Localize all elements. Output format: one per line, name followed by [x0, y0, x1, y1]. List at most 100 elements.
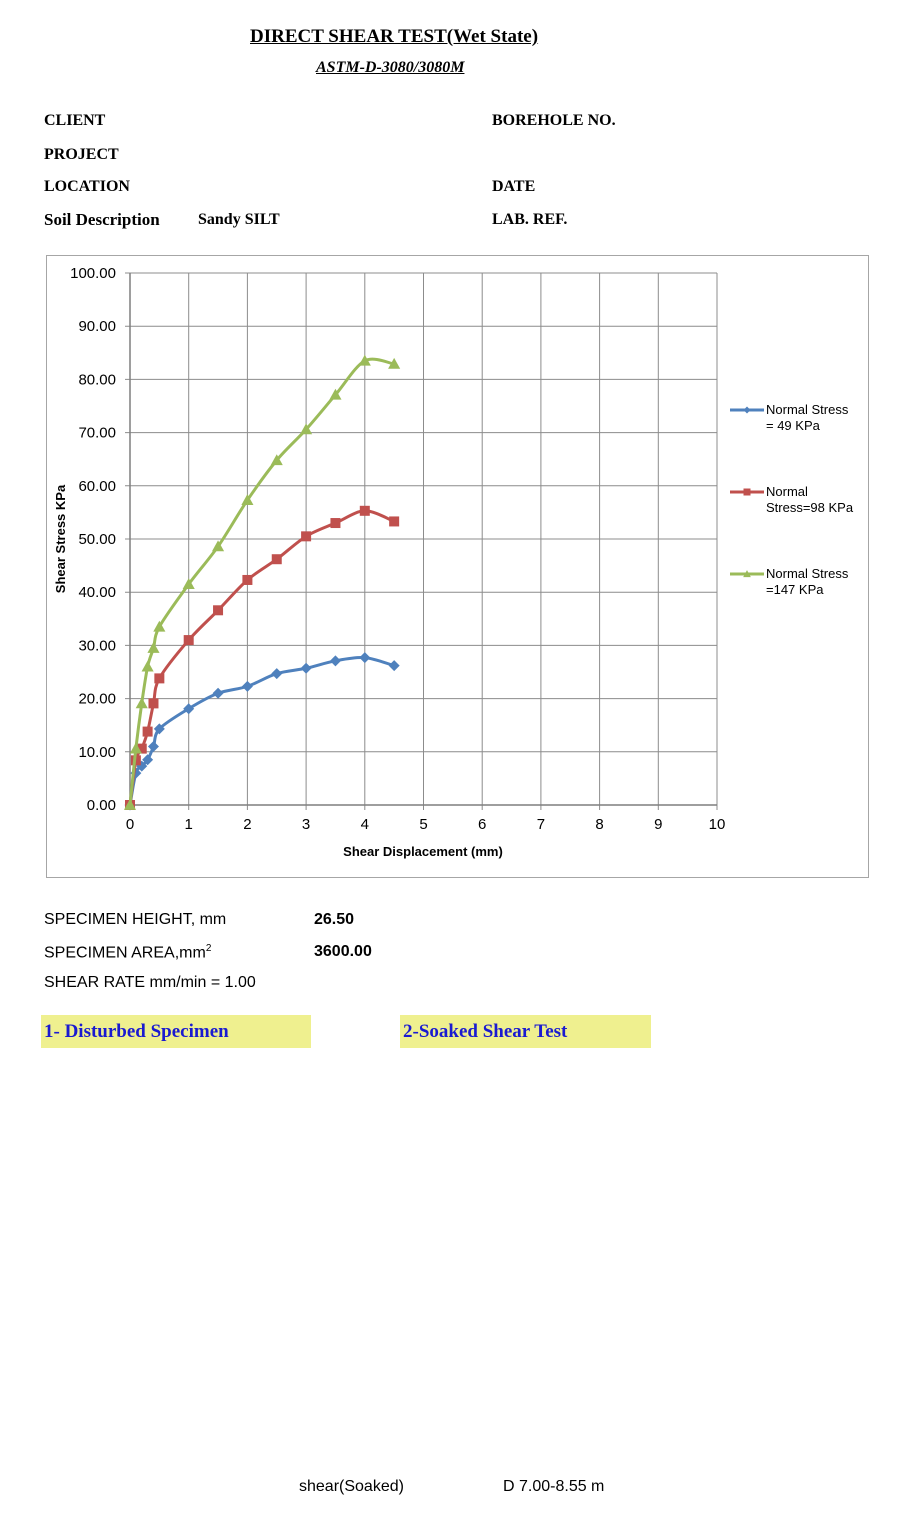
data-point	[301, 531, 312, 542]
data-point	[153, 620, 166, 632]
y-tick-label: 0.00	[87, 797, 116, 814]
y-tick-label: 40.00	[78, 584, 116, 601]
specimen-area-value: 3600.00	[314, 943, 372, 960]
data-point	[129, 742, 142, 754]
legend-label: Normal Stress	[766, 566, 849, 581]
data-point	[148, 698, 159, 709]
specimen-area-label-text: SPECIMEN AREA,mm	[44, 944, 206, 962]
x-axis-label: Shear Displacement (mm)	[343, 844, 503, 859]
data-point	[135, 697, 148, 709]
x-tick-label: 10	[709, 816, 726, 833]
page-title: DIRECT SHEAR TEST(Wet State)	[250, 26, 539, 47]
data-point	[123, 798, 137, 810]
y-tick-label: 100.00	[70, 265, 116, 282]
tick-labels: 0 1 2 3 4 5 6 7 8 9 100.0010.0020.0030.0040.0050.0…	[70, 265, 725, 833]
y-tick-label: 80.00	[78, 371, 116, 388]
data-point	[300, 423, 313, 435]
legend-label: Stress=98 KPa	[766, 500, 854, 515]
data-point	[182, 578, 195, 590]
data-point	[359, 652, 371, 664]
data-point	[183, 703, 195, 715]
data-point	[136, 743, 147, 754]
x-tick-label: 4	[361, 816, 369, 833]
data-point	[388, 357, 401, 369]
data-point	[212, 540, 225, 552]
legend-swatch-marker	[743, 570, 751, 578]
x-tick-label: 8	[595, 816, 603, 833]
legend-swatch-marker	[743, 488, 751, 496]
data-point	[183, 635, 194, 646]
specimen-height-value: 26.50	[314, 911, 355, 928]
series-3	[123, 354, 401, 810]
series-line	[128, 655, 395, 806]
x-tick-label: 9	[654, 816, 662, 833]
x-tick-label: 2	[243, 816, 251, 833]
data-point	[241, 494, 254, 506]
data-point	[242, 574, 253, 585]
y-tick-label: 50.00	[78, 531, 116, 548]
soil-description-label: Soil Description	[44, 210, 160, 229]
data-point	[136, 760, 148, 772]
x-tick-label: 0	[126, 816, 134, 833]
location-label: LOCATION	[44, 178, 130, 195]
data-point	[213, 605, 224, 616]
page-subtitle: ASTM-D-3080/3080M	[316, 59, 465, 76]
y-tick-label: 70.00	[78, 425, 116, 442]
legend-swatch-marker	[743, 406, 751, 414]
data-point	[147, 642, 160, 653]
lab-ref-label: LAB. REF.	[492, 211, 568, 228]
data-point	[142, 726, 153, 737]
y-tick-label: 20.00	[78, 691, 116, 708]
disturbed-specimen-box: 1- Disturbed Specimen	[41, 1015, 311, 1048]
legend-label: =147 KPa	[766, 582, 824, 597]
data-point	[359, 505, 370, 516]
footer-sheet-name: shear(Soaked)	[299, 1478, 404, 1495]
borehole-label: BOREHOLE NO.	[492, 112, 616, 129]
shear-rate-label: SHEAR RATE mm/min = 1.00	[44, 974, 256, 991]
data-point	[271, 554, 282, 565]
x-tick-label: 6	[478, 816, 486, 833]
data-point	[241, 680, 253, 692]
y-tick-label: 30.00	[78, 637, 116, 654]
legend-label: = 49 KPa	[766, 418, 821, 433]
date-label: DATE	[492, 178, 536, 195]
series-line	[128, 357, 395, 806]
y-tick-label: 60.00	[78, 478, 116, 495]
data-point	[130, 767, 142, 779]
legend-entry-3: Normal Stress=147 KPa	[730, 566, 849, 597]
specimen-height-label: SPECIMEN HEIGHT, mm	[44, 911, 227, 928]
data-point	[147, 740, 159, 752]
legend-entry-1: Normal Stress= 49 KPa	[730, 402, 849, 433]
data-point	[330, 518, 341, 529]
grid-lines	[125, 272, 718, 810]
legend-label: Normal Stress	[766, 402, 849, 417]
disturbed-specimen-text: 1- Disturbed Specimen	[44, 1021, 229, 1042]
y-tick-label: 90.00	[78, 318, 116, 335]
data-point	[142, 754, 154, 766]
soil-description-value: Sandy SILT	[198, 211, 280, 228]
y-tick-label: 10.00	[78, 744, 116, 761]
client-label: CLIENT	[44, 112, 106, 129]
soaked-shear-test-text: 2-Soaked Shear Test	[403, 1021, 568, 1042]
data-point	[329, 388, 342, 400]
x-tick-label: 5	[419, 816, 427, 833]
y-axis-label: Shear Stress KPa	[53, 484, 68, 593]
data-point	[153, 723, 165, 735]
data-point	[212, 687, 224, 699]
data-point	[389, 516, 400, 527]
specimen-area-superscript: 2	[205, 943, 212, 954]
data-point	[141, 660, 154, 672]
project-label: PROJECT	[44, 146, 119, 163]
x-tick-label: 3	[302, 816, 310, 833]
series-layer	[123, 354, 401, 811]
legend-label: Normal	[766, 484, 808, 499]
footer-depth: D 7.00-8.55 m	[503, 1478, 605, 1495]
specimen-area-label: SPECIMEN AREA,mm2	[44, 943, 211, 962]
chart-area: 0 1 2 3 4 5 6 7 8 9 10 0.00 10.00 20.00 30.00 40.00 50.0…	[46, 255, 869, 878]
data-point	[270, 454, 283, 466]
data-point	[300, 662, 312, 674]
soaked-shear-test-box: 2-Soaked Shear Test	[400, 1015, 651, 1048]
shear-stress-chart: 0 1 2 3 4 5 6 7 8 9 100.0010.0020.0030.0040.0050.0…	[53, 265, 854, 859]
